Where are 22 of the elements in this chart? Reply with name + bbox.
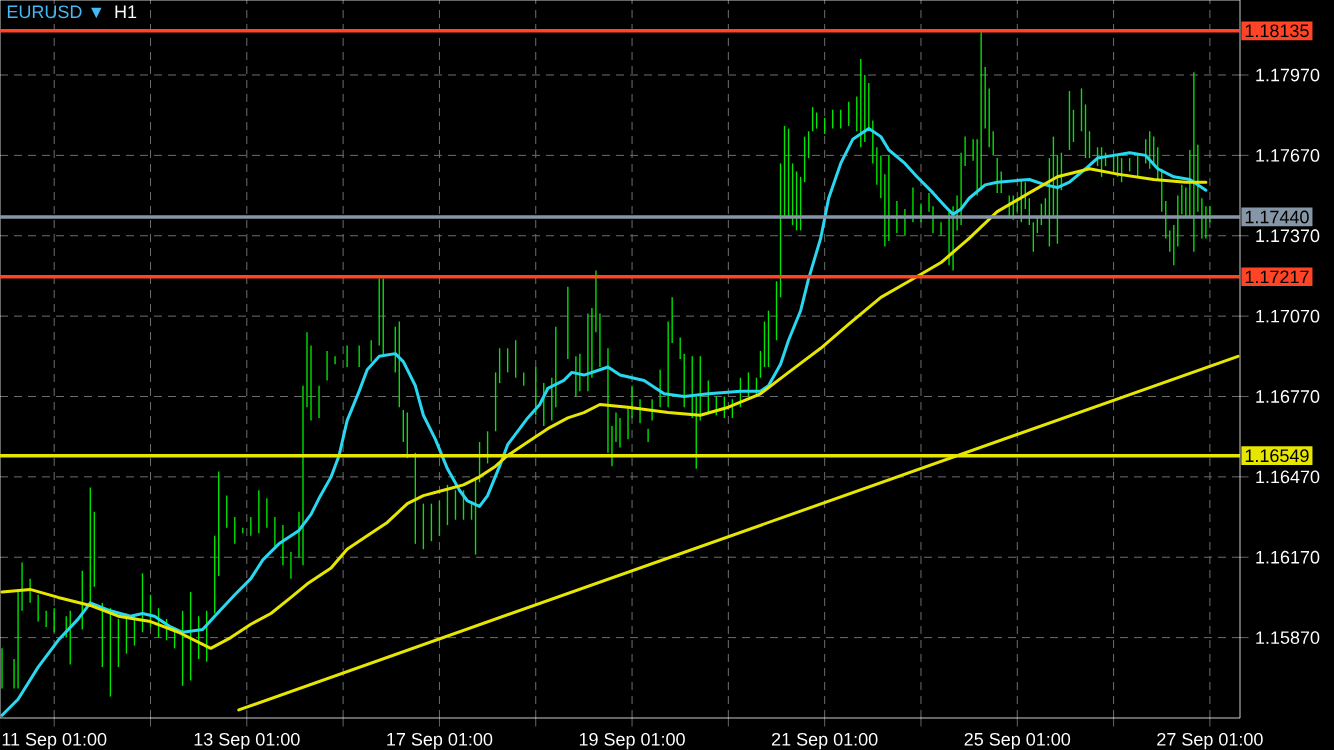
x-tick-label: 19 Sep 01:00: [579, 732, 685, 750]
chart-title: EURUSD ▼: [7, 5, 102, 19]
line-series: [0, 127, 1208, 717]
y-tick-label: 1.16170: [1256, 550, 1320, 564]
x-tick-label: 11 Sep 01:00: [2, 732, 107, 750]
ref-line-label: 1.17217: [1245, 270, 1309, 284]
x-tick-label: 27 Sep 01:00: [1157, 732, 1263, 750]
x-tick-label: 25 Sep 01:00: [964, 732, 1071, 750]
y-tick-label: 1.17070: [1256, 309, 1320, 323]
ref-line-label: 1.17440: [1245, 210, 1309, 224]
y-tick-label: 1.16770: [1256, 390, 1320, 403]
y-tick-label: 1.17670: [1256, 149, 1320, 162]
x-tick-label: 13 Sep 01:00: [194, 732, 300, 750]
y-tick-label: 1.16470: [1256, 470, 1320, 484]
y-tick-label: 1.17970: [1256, 68, 1320, 82]
ref-line-label: 1.16549: [1245, 449, 1309, 463]
ref-line-label: 1.18135: [1245, 24, 1309, 38]
chart-subtitle: H1: [115, 5, 137, 18]
x-tick-label: 17 Sep 01:00: [387, 732, 493, 750]
y-tick-label: 1.15870: [1256, 631, 1320, 644]
y-tick-label: 1.17370: [1256, 229, 1320, 243]
x-tick-label: 21 Sep 01:00: [772, 732, 878, 750]
